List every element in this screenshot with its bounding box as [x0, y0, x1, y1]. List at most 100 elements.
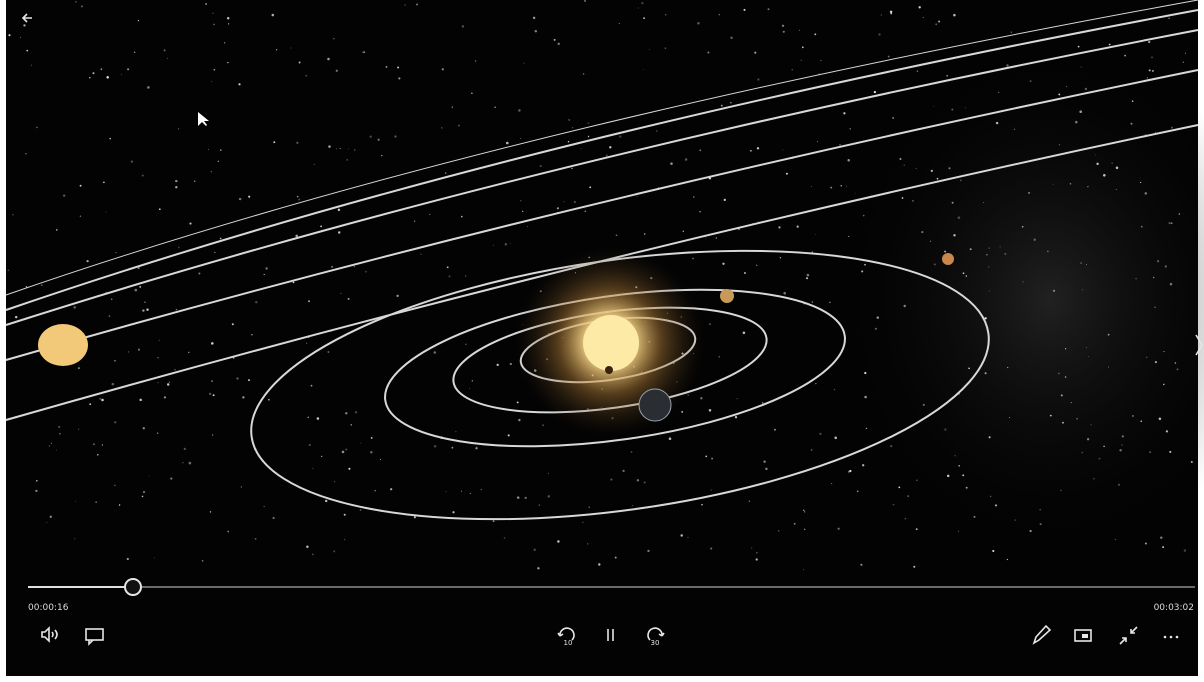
star: [311, 553, 314, 556]
star: [7, 269, 10, 272]
star: [1098, 457, 1101, 460]
star: [637, 7, 639, 9]
star: [251, 334, 253, 336]
mini-view-button[interactable]: [1074, 629, 1092, 642]
star: [588, 506, 590, 508]
star: [829, 301, 831, 304]
star: [538, 504, 540, 506]
star: [1121, 435, 1124, 438]
star: [193, 180, 196, 182]
star: [343, 538, 346, 541]
star: [354, 411, 358, 414]
star: [141, 174, 144, 177]
dot: [1163, 635, 1167, 639]
star: [708, 409, 712, 412]
star: [227, 61, 229, 64]
star: [144, 301, 146, 303]
star: [337, 208, 341, 212]
star: [898, 486, 901, 489]
star: [699, 210, 701, 213]
star: [1182, 61, 1184, 63]
star: [158, 208, 161, 211]
star: [35, 489, 38, 493]
star: [874, 327, 877, 330]
star: [524, 496, 527, 500]
star: [999, 246, 1001, 248]
star: [25, 153, 27, 155]
star: [189, 222, 192, 225]
star: [469, 388, 470, 389]
star: [1029, 80, 1032, 83]
star: [681, 410, 684, 413]
star: [79, 215, 82, 217]
next-arrow[interactable]: [1195, 334, 1203, 356]
star: [92, 72, 95, 75]
edit-button[interactable]: [1032, 624, 1052, 645]
star: [1148, 40, 1151, 44]
star: [148, 475, 150, 477]
star: [819, 432, 822, 436]
star: [416, 3, 418, 6]
star: [965, 486, 968, 489]
star: [643, 233, 646, 235]
star: [1115, 166, 1119, 170]
orbit-line: [5, 9, 1199, 311]
star: [211, 434, 214, 436]
star: [1151, 69, 1154, 72]
star: [429, 213, 431, 216]
star: [188, 461, 192, 465]
star: [840, 185, 842, 187]
star: [526, 226, 528, 228]
captions-button[interactable]: [85, 628, 104, 646]
star: [1144, 542, 1147, 545]
star: [168, 381, 170, 383]
star: [1164, 265, 1167, 268]
star: [722, 262, 725, 265]
progress-thumb[interactable]: [124, 578, 142, 596]
star: [1176, 368, 1179, 371]
star: [370, 436, 373, 439]
dot: [1175, 635, 1179, 639]
star: [734, 416, 738, 419]
star: [861, 270, 864, 273]
nebula: [830, 40, 1204, 560]
skip-back-label: 10: [564, 639, 573, 647]
star: [1062, 421, 1064, 424]
star: [506, 141, 509, 145]
star: [46, 521, 48, 523]
star: [114, 421, 117, 424]
star: [609, 146, 612, 149]
star: [707, 51, 710, 54]
star: [520, 138, 522, 139]
star: [101, 398, 104, 402]
star: [1160, 536, 1163, 539]
volume-button[interactable]: [41, 626, 58, 643]
star: [736, 398, 738, 400]
star: [1084, 87, 1088, 91]
star: [892, 503, 895, 506]
star: [598, 563, 601, 566]
back-button[interactable]: [21, 13, 32, 23]
star: [988, 247, 990, 249]
pause-button[interactable]: [607, 629, 614, 641]
star: [751, 547, 753, 549]
star: [1085, 264, 1087, 266]
star: [743, 271, 746, 275]
star: [1146, 356, 1148, 358]
more-button[interactable]: [1163, 635, 1179, 639]
star: [394, 135, 397, 138]
star: [516, 401, 519, 404]
star: [451, 106, 453, 108]
skip-forward-button[interactable]: 30: [647, 627, 665, 647]
star: [518, 418, 521, 422]
exit-fullscreen-button[interactable]: [1119, 626, 1138, 645]
star: [765, 467, 768, 471]
star: [803, 569, 804, 571]
star: [494, 106, 496, 108]
star: [49, 515, 52, 518]
star: [385, 65, 388, 68]
star: [948, 167, 951, 170]
star: [156, 432, 159, 434]
skip-back-button[interactable]: 10: [557, 627, 575, 647]
star: [568, 118, 571, 121]
